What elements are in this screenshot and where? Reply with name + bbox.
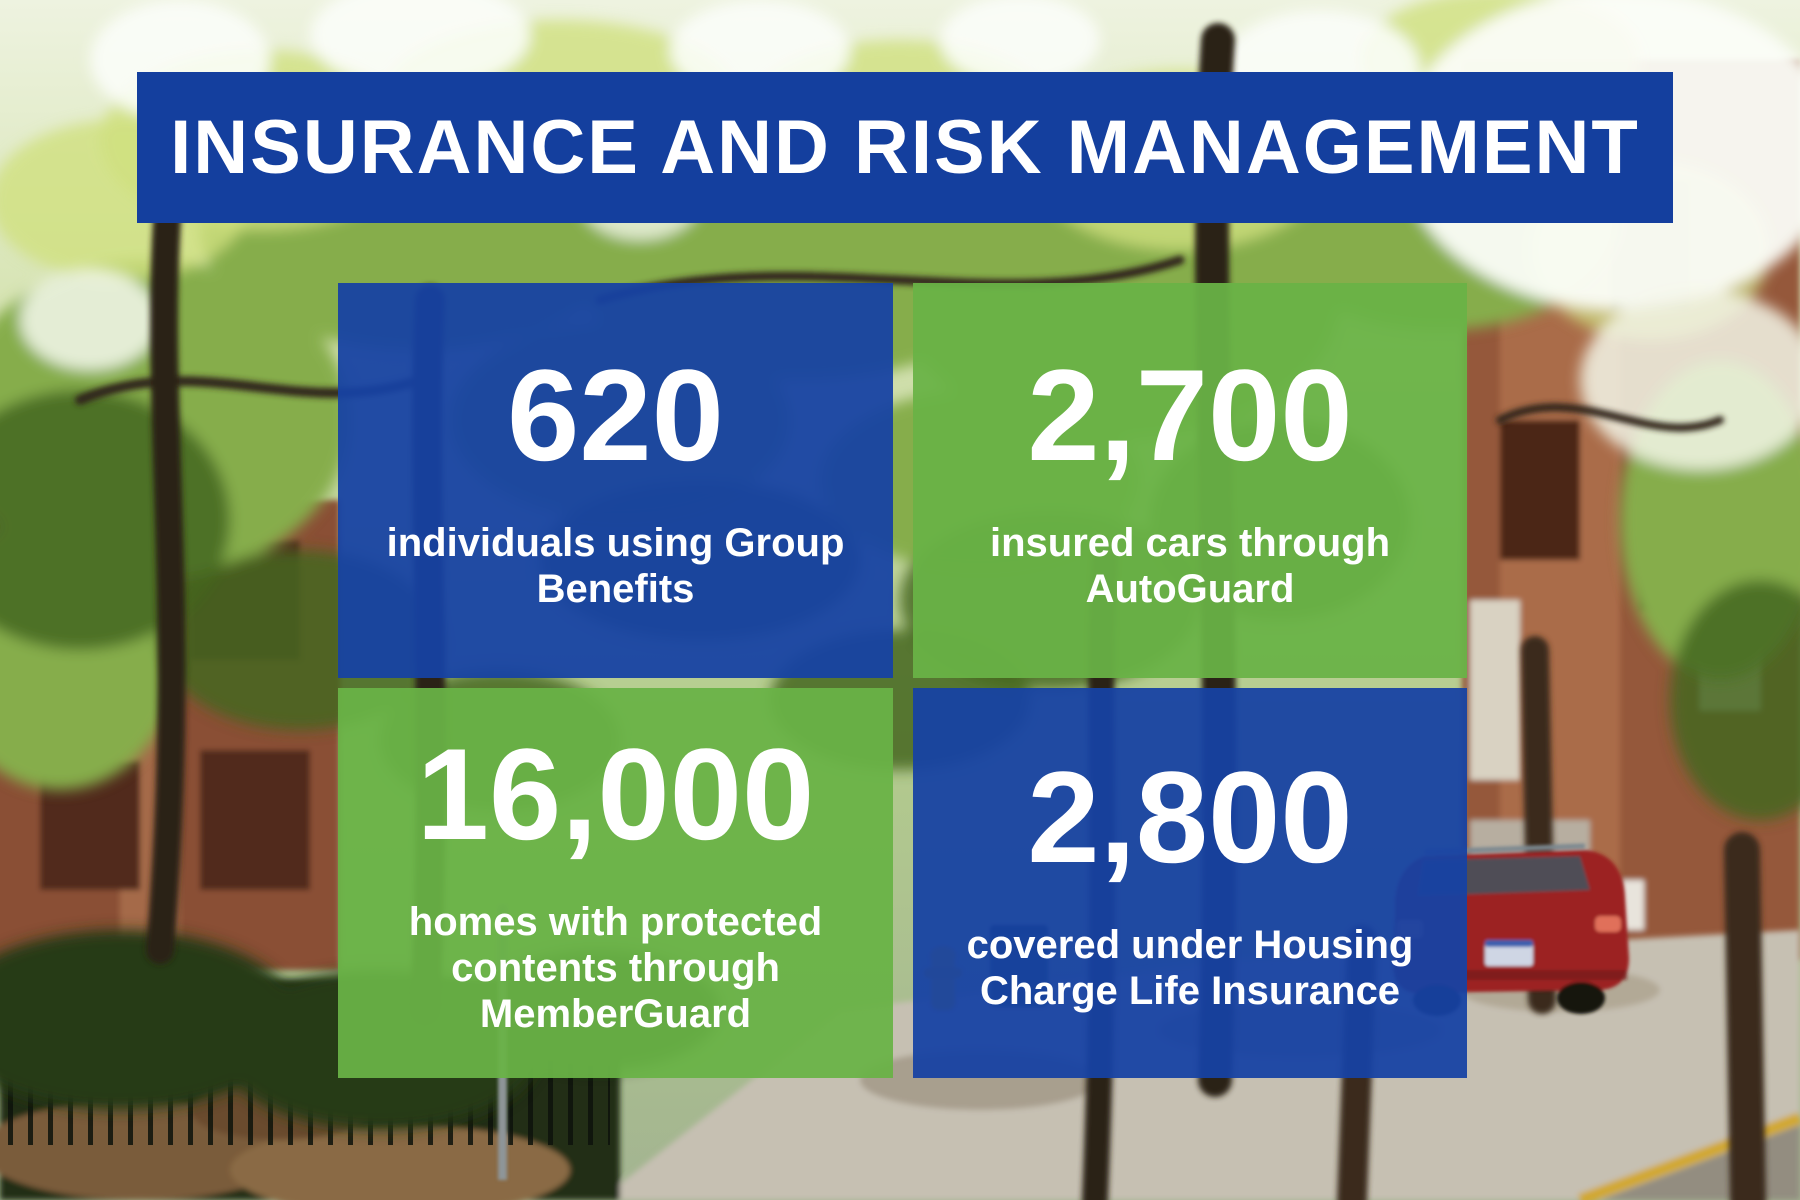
header-banner: INSURANCE AND RISK MANAGEMENT: [137, 72, 1673, 223]
page-title: INSURANCE AND RISK MANAGEMENT: [170, 105, 1640, 190]
stat-card-autoguard: 2,700 insured cars through AutoGuard: [913, 283, 1467, 678]
stat-label: insured cars through AutoGuard: [989, 520, 1391, 611]
stat-label: individuals using Group Benefits: [386, 520, 845, 611]
stat-value: 2,700: [1027, 341, 1353, 488]
stat-label: covered under Housing Charge Life Insura…: [966, 923, 1414, 1013]
stat-card-memberguard: 16,000 homes with protected contents thr…: [338, 688, 893, 1078]
stat-label: homes with protected contents through Me…: [408, 900, 823, 1036]
stat-card-housing-charge-life: 2,800 covered under Housing Charge Life …: [913, 688, 1467, 1078]
stat-value: 620: [507, 341, 724, 488]
stats-grid: 620 individuals using Group Benefits 2,7…: [338, 283, 1467, 1078]
stat-value: 2,800: [1027, 744, 1353, 890]
stat-card-group-benefits: 620 individuals using Group Benefits: [338, 283, 893, 678]
stat-value: 16,000: [416, 721, 815, 867]
